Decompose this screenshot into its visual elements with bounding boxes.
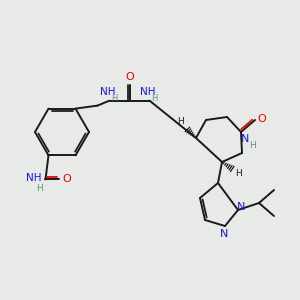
Text: N: N	[241, 134, 249, 144]
Text: H: H	[151, 94, 158, 103]
Text: N: N	[220, 229, 228, 239]
Text: NH: NH	[100, 87, 115, 97]
Text: H: H	[236, 169, 242, 178]
Text: N: N	[237, 202, 245, 212]
Text: O: O	[258, 114, 266, 124]
Text: H: H	[36, 184, 43, 193]
Text: O: O	[125, 72, 134, 82]
Text: NH: NH	[140, 87, 155, 97]
Text: H: H	[249, 140, 255, 149]
Text: H: H	[111, 94, 118, 103]
Text: H: H	[178, 116, 184, 125]
Text: NH: NH	[26, 173, 41, 183]
Text: O: O	[62, 174, 71, 184]
